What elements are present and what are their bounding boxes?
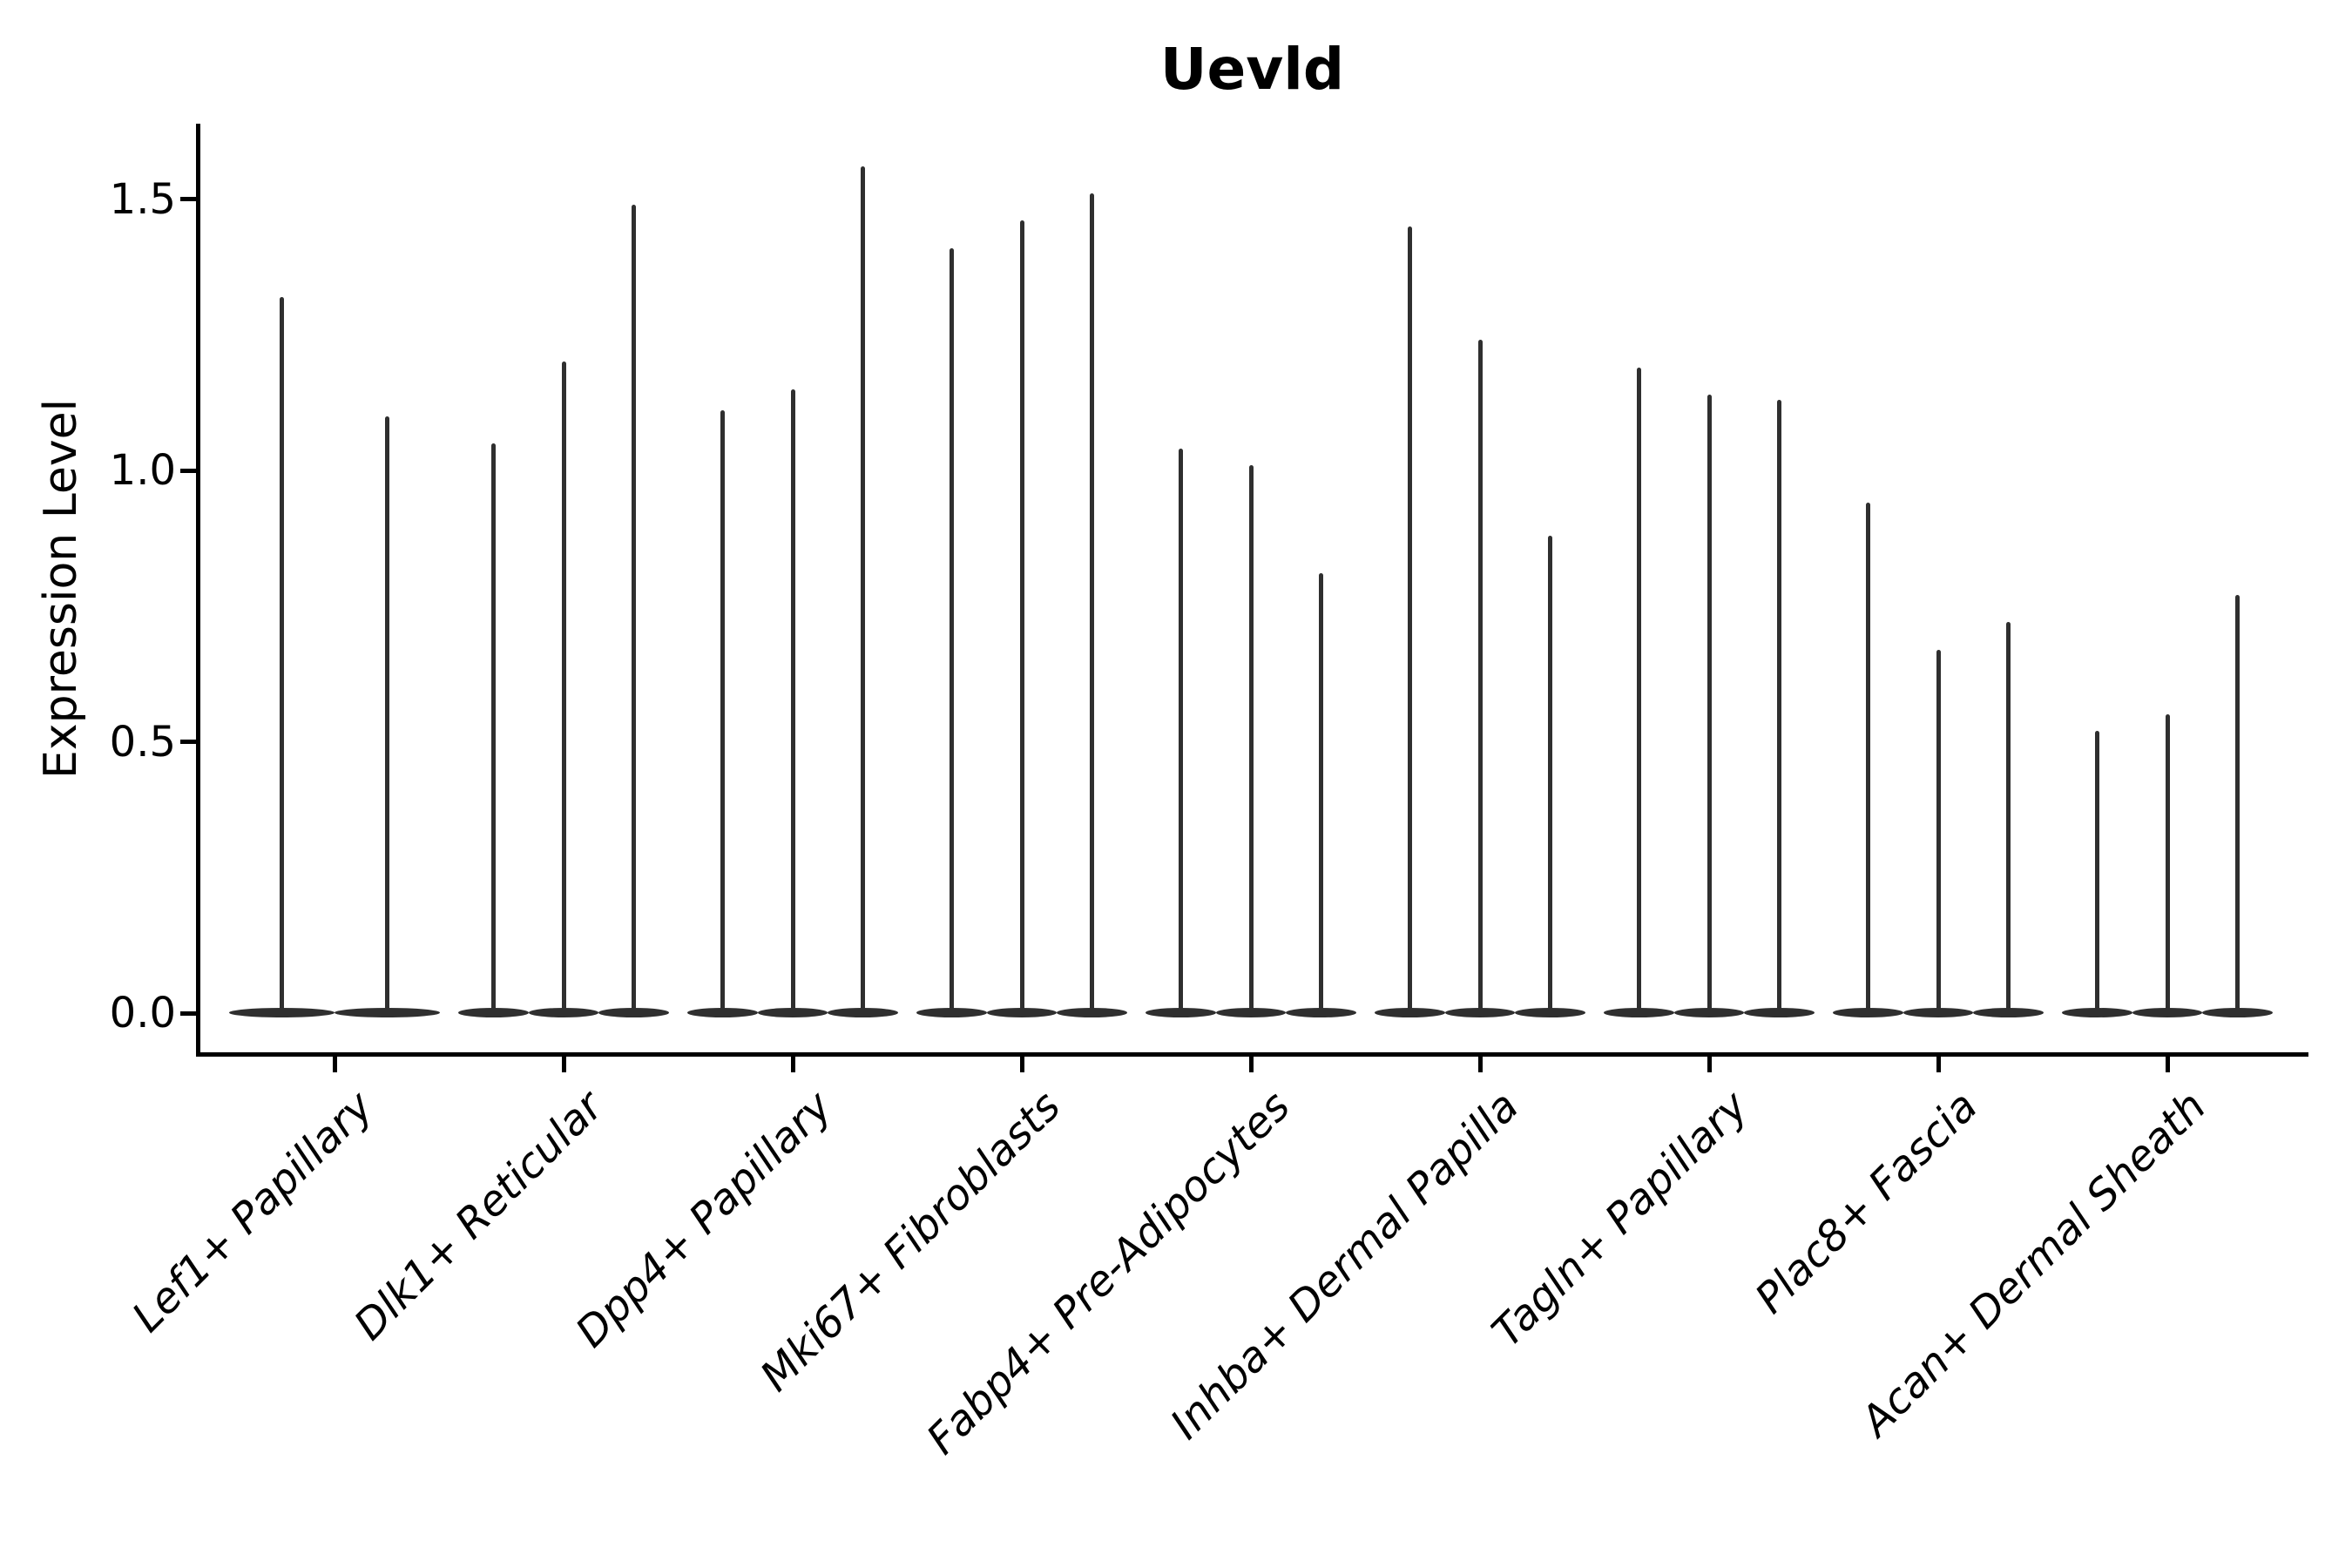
y-tick-label: 1.0 [109, 446, 176, 495]
x-tick-label: Tagln+ Papillary [1483, 1082, 1758, 1357]
x-tick-mark [1019, 1057, 1024, 1072]
violin-spike [280, 296, 284, 1016]
x-tick-mark [1936, 1057, 1941, 1072]
x-tick-label: Dpp4+ Papillary [566, 1082, 841, 1357]
violin-spike [1936, 649, 1941, 1016]
violin-spike [632, 204, 637, 1016]
violin-spike [1090, 193, 1095, 1016]
violin-spike [1319, 573, 1324, 1016]
x-tick-label: Dlk1+ Reticular [344, 1082, 612, 1350]
x-tick-mark [2165, 1057, 2170, 1072]
violin-spike [385, 416, 389, 1016]
violin-spike [2094, 731, 2099, 1016]
y-tick-mark [180, 1010, 196, 1016]
y-tick-mark [180, 740, 196, 744]
y-tick-label: 0.0 [109, 989, 176, 1037]
violin-spike [1019, 220, 1024, 1016]
violin-spike [2165, 714, 2170, 1016]
x-tick-mark [790, 1057, 795, 1072]
violin-spike [561, 362, 566, 1016]
violin-spike [1548, 535, 1553, 1016]
violin-spike [2006, 622, 2011, 1016]
y-tick-label: 0.5 [109, 717, 176, 767]
violin-spike [1777, 400, 1782, 1016]
x-tick-mark [1477, 1057, 1483, 1072]
violin-spike [1865, 503, 1870, 1016]
x-tick-mark [1707, 1057, 1712, 1072]
x-tick-mark [561, 1057, 566, 1072]
violin-spike [790, 389, 795, 1016]
x-tick-label: Fabp4+ Pre-Adipocytes [917, 1082, 1300, 1464]
x-axis-spine [196, 1052, 2308, 1057]
x-tick-label: Plac8+ Fascia [1745, 1082, 1987, 1323]
violin-spike [949, 247, 954, 1016]
x-tick-label: Lef1+ Papillary [123, 1082, 383, 1342]
violin-spike [1248, 464, 1254, 1016]
y-tick-label: 1.5 [109, 174, 176, 224]
violin-spike [720, 410, 725, 1016]
violin-spike [861, 166, 866, 1016]
chart-title: Uevld [1159, 36, 1345, 103]
violin-spike [1477, 340, 1483, 1016]
violin-spike [1407, 226, 1412, 1016]
x-tick-mark [1248, 1057, 1254, 1072]
y-tick-mark [180, 468, 196, 473]
violin-spike [1636, 367, 1641, 1016]
violin-spike [490, 443, 496, 1016]
violin-spike [2235, 595, 2240, 1016]
x-tick-mark [332, 1057, 337, 1072]
y-axis-spine [196, 124, 200, 1057]
y-tick-mark [180, 197, 196, 201]
violin-spike [1707, 394, 1712, 1016]
violin-spike [1178, 449, 1183, 1016]
